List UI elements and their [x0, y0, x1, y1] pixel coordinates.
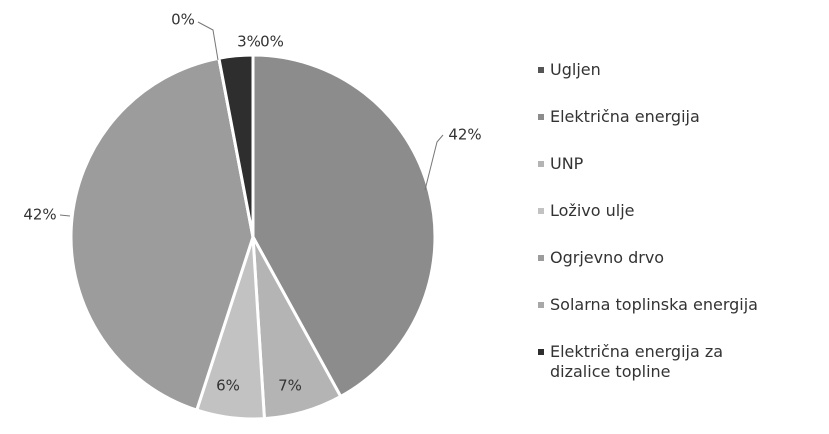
legend-item: Električna energija [538, 107, 823, 127]
pie-slice [251, 53, 437, 399]
legend-swatch [538, 255, 544, 261]
legend-swatch [538, 208, 544, 214]
legend-item: UNP [538, 154, 823, 174]
legend-item: Električna energija za dizalice topline [538, 342, 823, 382]
legend-label: Ogrjevno drvo [550, 248, 665, 267]
leader-line [59, 214, 71, 217]
legend: Ugljen Električna energija UNP Loživo ulje O… [538, 60, 823, 409]
legend-swatch [538, 67, 544, 73]
legend-label: Solarna toplinska energija [550, 295, 758, 314]
legend-label: UNP [550, 154, 584, 173]
pie-slice [69, 56, 255, 412]
leader-line [424, 134, 444, 191]
pie-slice [217, 53, 255, 238]
chart: 0%42%7%6%42%0%3% [23, 11, 482, 421]
leader-line [197, 21, 219, 61]
data-label: 42% [23, 206, 56, 224]
data-label: 0% [260, 33, 284, 51]
legend-swatch [538, 349, 544, 355]
data-label: 6% [216, 377, 240, 395]
legend-item: Ogrjevno drvo [538, 248, 823, 268]
data-label: 7% [278, 377, 302, 395]
legend-swatch [538, 114, 544, 120]
legend-swatch [538, 302, 544, 308]
legend-item: Solarna toplinska energija [538, 295, 823, 315]
legend-label: Ugljen [550, 60, 601, 79]
legend-label: Električna energija [550, 107, 700, 126]
legend-item: Loživo ulje [538, 201, 823, 221]
legend-swatch [538, 161, 544, 167]
legend-label: Električna energija za dizalice topline [550, 342, 724, 381]
data-label: 3% [237, 33, 261, 51]
legend-item: Ugljen [538, 60, 823, 80]
data-label: 0% [171, 11, 195, 29]
data-label: 42% [448, 126, 481, 144]
legend-label: Loživo ulje [550, 201, 635, 220]
